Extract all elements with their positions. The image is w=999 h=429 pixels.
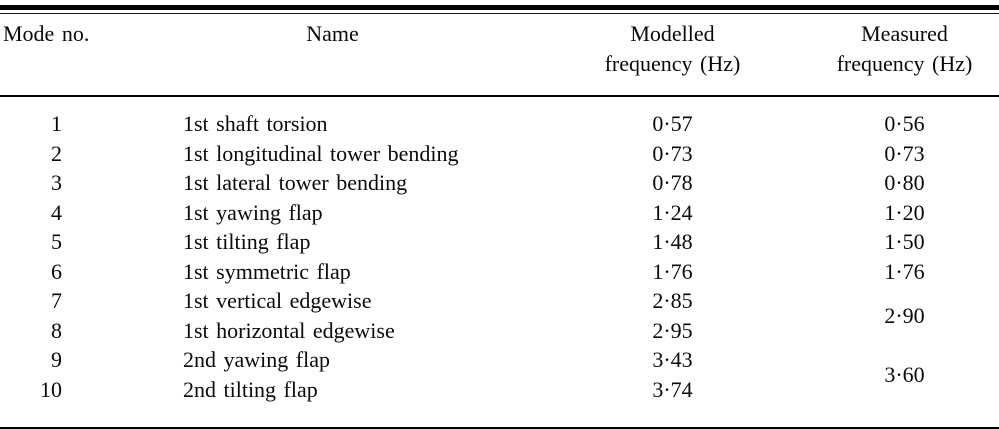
mode-name-cell: 2nd tilting flap [183, 376, 318, 402]
modelled-frequency-cell: 0·78 [652, 170, 693, 195]
mode-number-cell: 3 [51, 170, 62, 195]
table-row: 8 1st horizontal edgewise 2·95 [0, 316, 999, 346]
table-row: 6 1st symmetric flap 1·76 1·76 [0, 257, 999, 287]
mode-frequency-table: Mode no. Name Modelled frequency (Hz) Me… [0, 14, 999, 404]
modelled-frequency-cell: 2·95 [652, 317, 693, 343]
table-top-rule-thick [0, 5, 999, 10]
table-row: 5 1st tilting flap 1·48 1·50 [0, 227, 999, 257]
table-row: 2 1st longitudinal tower bending 0·73 0·73 [0, 139, 999, 169]
mode-name-cell: 2nd yawing flap [183, 347, 330, 372]
column-header-measured-frequency: Measured frequency (Hz) [810, 14, 999, 97]
table-row: 1 1st shaft torsion 0·57 0·56 [0, 96, 999, 139]
table-bottom-rule [0, 427, 999, 429]
table-row: 3 1st lateral tower bending 0·78 0·80 [0, 168, 999, 198]
mode-number-cell: 6 [51, 258, 62, 284]
measured-frequency-cell: 0·80 [884, 170, 925, 195]
mode-number-cell: 8 [51, 317, 62, 343]
modelled-frequency-cell: 1·48 [652, 229, 693, 254]
mode-name-cell: 1st horizontal edgewise [183, 317, 395, 343]
table-row: 4 1st yawing flap 1·24 1·20 [0, 198, 999, 228]
column-header-modelled-frequency: Modelled frequency (Hz) [535, 14, 810, 97]
mode-name-cell: 1st symmetric flap [183, 258, 351, 284]
modelled-frequency-cell: 1·24 [652, 199, 693, 225]
table-header: Mode no. Name Modelled frequency (Hz) Me… [0, 14, 999, 97]
mode-name-cell: 1st vertical edgewise [183, 288, 372, 313]
mode-number-cell: 1 [51, 111, 62, 136]
mode-number-cell: 4 [51, 199, 62, 225]
modelled-frequency-cell: 0·57 [652, 111, 693, 136]
mode-name-cell: 1st lateral tower bending [183, 170, 408, 195]
mode-number-cell: 7 [51, 288, 62, 313]
mode-name-cell: 1st yawing flap [183, 199, 323, 225]
mode-number-cell: 9 [51, 347, 62, 372]
measured-frequency-cell: 3·60 [884, 361, 925, 387]
measured-frequency-cell: 1·50 [884, 229, 925, 254]
table-header-row: Mode no. Name Modelled frequency (Hz) Me… [0, 14, 999, 97]
mode-number-cell: 2 [51, 140, 62, 166]
table-row: 10 2nd tilting flap 3·74 [0, 375, 999, 405]
table-row: 7 1st vertical edgewise 2·85 2·90 [0, 286, 999, 328]
measured-frequency-cell: 1·76 [884, 258, 925, 284]
mode-number-cell: 5 [51, 229, 62, 254]
mode-name-cell: 1st tilting flap [183, 229, 311, 254]
modelled-frequency-cell: 1·76 [652, 258, 693, 284]
modelled-frequency-cell: 2·85 [652, 288, 693, 313]
measured-frequency-cell: 0·73 [884, 140, 925, 166]
mode-name-cell: 1st shaft torsion [183, 111, 328, 136]
table-top-rule-thin [0, 13, 999, 14]
measured-frequency-cell: 1·20 [884, 199, 925, 225]
table-body: 1 1st shaft torsion 0·57 0·56 2 1st longitudi… [0, 96, 999, 404]
mode-name-cell: 1st longitudinal tower bending [183, 140, 459, 166]
measured-frequency-cell: 2·90 [884, 302, 925, 328]
modelled-frequency-cell: 0·73 [652, 140, 693, 166]
measured-frequency-cell: 0·56 [884, 111, 925, 136]
mode-number-cell: 10 [40, 376, 62, 402]
table-row: 9 2nd yawing flap 3·43 3·60 [0, 345, 999, 387]
modelled-frequency-cell: 3·74 [652, 376, 693, 402]
column-header-name: Name [130, 14, 535, 97]
column-header-mode-no: Mode no. [0, 14, 130, 97]
modelled-frequency-cell: 3·43 [652, 347, 693, 372]
